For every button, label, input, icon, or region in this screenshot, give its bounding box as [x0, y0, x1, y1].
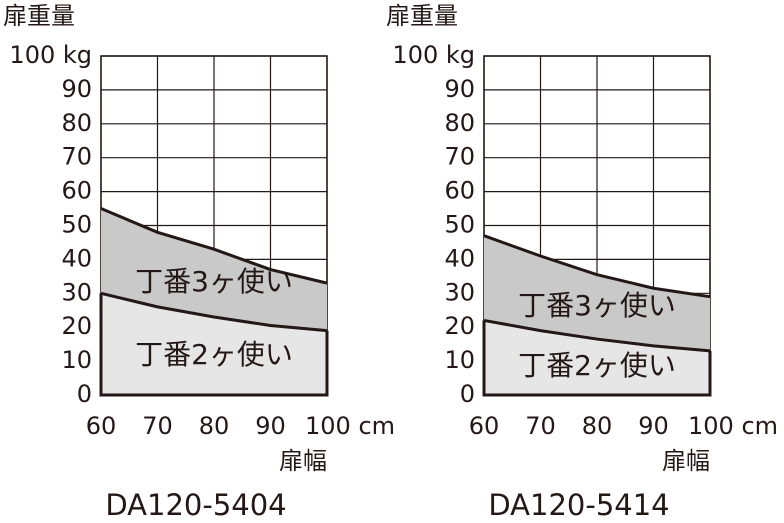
y-axis-title: 扉重量: [386, 2, 458, 30]
region-border: [99, 293, 329, 397]
curve: [483, 234, 711, 299]
y-tick-label: 40: [61, 244, 92, 272]
y-tick-label: 40: [444, 244, 475, 272]
y-tick-label: 20: [61, 312, 92, 340]
curve: [483, 318, 711, 353]
y-tick-label: 10: [444, 346, 475, 374]
area-fill: [101, 293, 327, 395]
y-tick-label: 70: [444, 143, 475, 171]
x-tick-label: 100 cm: [688, 412, 778, 440]
chart-title: DA120-5414: [488, 488, 669, 522]
y-tick-label: 100 kg: [9, 41, 92, 69]
region-label: 丁番2ヶ使い: [518, 349, 676, 382]
curve: [100, 291, 328, 333]
y-tick-label: 100 kg: [392, 41, 475, 69]
y-tick-label: 90: [444, 75, 475, 103]
y-tick-label: 0: [460, 380, 475, 408]
y-axis-title: 扉重量: [3, 2, 75, 30]
y-tick-label: 20: [444, 312, 475, 340]
x-tick-label: 60: [86, 412, 117, 440]
x-tick-label: 80: [582, 412, 613, 440]
x-tick-label: 70: [525, 412, 556, 440]
y-tick-label: 80: [444, 109, 475, 137]
region-border: [482, 320, 712, 397]
x-tick-label: 100 cm: [305, 412, 395, 440]
y-tick-label: 90: [61, 75, 92, 103]
region-label: 丁番3ヶ使い: [135, 265, 293, 298]
x-tick-label: 90: [638, 412, 669, 440]
region-label: 丁番3ヶ使い: [518, 289, 676, 322]
y-tick-label: 60: [61, 177, 92, 205]
area-fill: [484, 320, 710, 395]
x-tick-label: 70: [142, 412, 173, 440]
y-tick-label: 50: [61, 211, 92, 239]
x-tick-label: 60: [469, 412, 500, 440]
y-tick-label: 80: [61, 109, 92, 137]
chart-title: DA120-5404: [105, 488, 286, 522]
y-tick-label: 60: [444, 177, 475, 205]
y-tick-label: 70: [61, 143, 92, 171]
x-tick-label: 80: [199, 412, 230, 440]
y-tick-label: 0: [77, 380, 92, 408]
region-label: 丁番2ヶ使い: [135, 338, 293, 371]
y-tick-label: 30: [61, 278, 92, 306]
y-tick-label: 50: [444, 211, 475, 239]
y-tick-label: 30: [444, 278, 475, 306]
x-tick-label: 90: [255, 412, 286, 440]
curve: [100, 207, 328, 285]
x-axis-title: 扉幅: [662, 447, 710, 475]
x-axis-title: 扉幅: [279, 447, 327, 475]
y-tick-label: 10: [61, 346, 92, 374]
